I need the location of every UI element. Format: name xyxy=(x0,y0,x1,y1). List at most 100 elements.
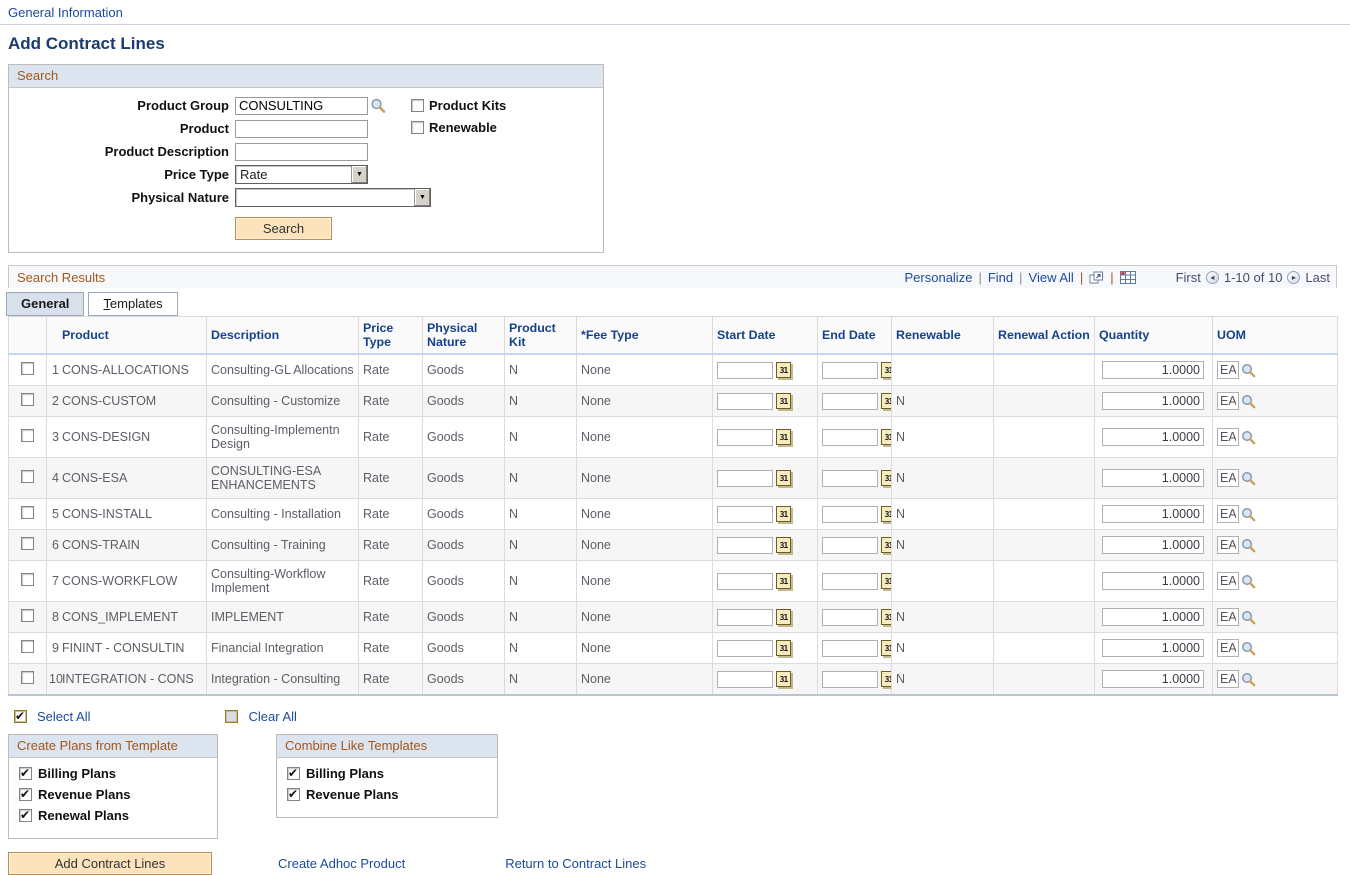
calendar-icon[interactable]: 31 xyxy=(776,640,791,656)
chevron-down-icon[interactable]: ▼ xyxy=(351,166,367,183)
product-description-input[interactable] xyxy=(235,142,368,161)
quantity-input[interactable] xyxy=(1102,670,1204,688)
quantity-input[interactable] xyxy=(1102,469,1204,487)
return-to-contract-lines-link[interactable]: Return to Contract Lines xyxy=(505,856,647,871)
personalize-link[interactable]: Personalize xyxy=(904,269,973,285)
uom-lookup-icon[interactable] xyxy=(1241,641,1256,656)
row-select-checkbox[interactable] xyxy=(21,429,34,442)
row-select-checkbox[interactable] xyxy=(21,537,34,550)
start-date-input[interactable] xyxy=(717,639,773,657)
uom-lookup-icon[interactable] xyxy=(1241,430,1256,445)
start-date-input[interactable] xyxy=(717,428,773,446)
next-page-icon[interactable]: ▸ xyxy=(1287,270,1301,284)
quantity-input[interactable] xyxy=(1102,608,1204,626)
create-adhoc-product-link[interactable]: Create Adhoc Product xyxy=(278,856,406,871)
quantity-input[interactable] xyxy=(1102,505,1204,523)
download-grid-icon[interactable] xyxy=(1119,270,1136,284)
row-select-checkbox[interactable] xyxy=(21,609,34,622)
product-group-input[interactable] xyxy=(235,96,368,115)
calendar-icon[interactable]: 31 xyxy=(881,640,891,656)
product-group-lookup-icon[interactable] xyxy=(370,98,386,114)
renewable-checkbox[interactable] xyxy=(411,121,424,134)
calendar-icon[interactable]: 31 xyxy=(776,671,791,687)
uom-input[interactable] xyxy=(1217,670,1239,688)
uom-input[interactable] xyxy=(1217,608,1239,626)
calendar-icon[interactable]: 31 xyxy=(881,470,891,486)
tab-general[interactable]: General xyxy=(6,292,85,316)
end-date-input[interactable] xyxy=(822,361,878,379)
calendar-icon[interactable]: 31 xyxy=(881,429,891,445)
end-date-input[interactable] xyxy=(822,505,878,523)
row-select-checkbox[interactable] xyxy=(21,671,34,684)
uom-input[interactable] xyxy=(1217,536,1239,554)
start-date-input[interactable] xyxy=(717,536,773,554)
end-date-input[interactable] xyxy=(822,392,878,410)
find-link[interactable]: Find xyxy=(987,269,1014,285)
clear-all-checkbox[interactable] xyxy=(225,710,239,723)
clear-all-link[interactable]: Clear All xyxy=(248,709,297,724)
row-select-checkbox[interactable] xyxy=(21,573,34,586)
calendar-icon[interactable]: 31 xyxy=(776,506,791,522)
previous-page-icon[interactable]: ◂ xyxy=(1205,270,1219,284)
uom-input[interactable] xyxy=(1217,505,1239,523)
uom-lookup-icon[interactable] xyxy=(1241,471,1256,486)
uom-lookup-icon[interactable] xyxy=(1241,538,1256,553)
calendar-icon[interactable]: 31 xyxy=(776,362,791,378)
zoom-grid-icon[interactable] xyxy=(1089,271,1104,284)
row-select-checkbox[interactable] xyxy=(21,506,34,519)
physical-nature-select[interactable]: ▼ xyxy=(235,188,431,207)
chevron-down-icon[interactable]: ▼ xyxy=(414,189,430,206)
end-date-input[interactable] xyxy=(822,608,878,626)
uom-input[interactable] xyxy=(1217,428,1239,446)
end-date-input[interactable] xyxy=(822,572,878,590)
uom-lookup-icon[interactable] xyxy=(1241,394,1256,409)
select-all-link[interactable]: Select All xyxy=(37,709,91,724)
end-date-input[interactable] xyxy=(822,428,878,446)
product-input[interactable] xyxy=(235,119,368,138)
select-all-checkbox[interactable] xyxy=(14,709,27,723)
combine-billing-plans-checkbox[interactable] xyxy=(287,766,300,780)
uom-lookup-icon[interactable] xyxy=(1241,672,1256,687)
row-select-checkbox[interactable] xyxy=(21,470,34,483)
uom-input[interactable] xyxy=(1217,361,1239,379)
start-date-input[interactable] xyxy=(717,392,773,410)
end-date-input[interactable] xyxy=(822,670,878,688)
calendar-icon[interactable]: 31 xyxy=(776,609,791,625)
calendar-icon[interactable]: 31 xyxy=(776,573,791,589)
row-select-checkbox[interactable] xyxy=(21,362,34,375)
calendar-icon[interactable]: 31 xyxy=(776,537,791,553)
quantity-input[interactable] xyxy=(1102,572,1204,590)
start-date-input[interactable] xyxy=(717,361,773,379)
calendar-icon[interactable]: 31 xyxy=(881,609,891,625)
calendar-icon[interactable]: 31 xyxy=(881,393,891,409)
start-date-input[interactable] xyxy=(717,670,773,688)
start-date-input[interactable] xyxy=(717,505,773,523)
uom-lookup-icon[interactable] xyxy=(1241,363,1256,378)
calendar-icon[interactable]: 31 xyxy=(881,573,891,589)
price-type-select[interactable]: Rate ▼ xyxy=(235,165,368,184)
calendar-icon[interactable]: 31 xyxy=(881,506,891,522)
create-plans-billing-plans-checkbox[interactable] xyxy=(19,766,32,780)
uom-lookup-icon[interactable] xyxy=(1241,610,1256,625)
view-all-link[interactable]: View All xyxy=(1028,269,1074,285)
quantity-input[interactable] xyxy=(1102,392,1204,410)
uom-lookup-icon[interactable] xyxy=(1241,507,1256,522)
row-select-checkbox[interactable] xyxy=(21,640,34,653)
end-date-input[interactable] xyxy=(822,639,878,657)
start-date-input[interactable] xyxy=(717,469,773,487)
add-contract-lines-button[interactable]: Add Contract Lines xyxy=(8,852,212,875)
create-plans-renewal-plans-checkbox[interactable] xyxy=(19,808,32,822)
calendar-icon[interactable]: 31 xyxy=(881,671,891,687)
tab-templates[interactable]: Templates xyxy=(88,292,178,316)
quantity-input[interactable] xyxy=(1102,428,1204,446)
quantity-input[interactable] xyxy=(1102,361,1204,379)
row-select-checkbox[interactable] xyxy=(21,393,34,406)
uom-input[interactable] xyxy=(1217,639,1239,657)
start-date-input[interactable] xyxy=(717,608,773,626)
search-button[interactable]: Search xyxy=(235,217,332,240)
uom-input[interactable] xyxy=(1217,392,1239,410)
calendar-icon[interactable]: 31 xyxy=(776,429,791,445)
uom-lookup-icon[interactable] xyxy=(1241,574,1256,589)
breadcrumb[interactable]: General Information xyxy=(8,5,123,20)
quantity-input[interactable] xyxy=(1102,639,1204,657)
